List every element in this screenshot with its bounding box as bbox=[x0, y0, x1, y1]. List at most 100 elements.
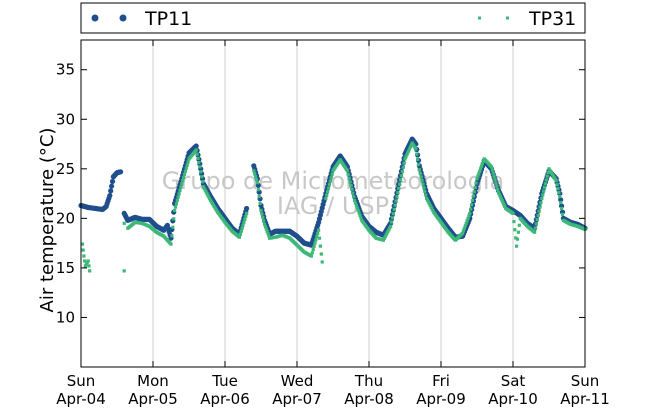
data-point-tp31 bbox=[122, 221, 126, 225]
x-tick-label-date: Apr-04 bbox=[56, 390, 106, 408]
data-point-tp31 bbox=[172, 217, 176, 221]
legend-marker-tp31 bbox=[506, 16, 509, 20]
data-point-tp31 bbox=[201, 185, 205, 189]
data-point-tp31 bbox=[169, 242, 173, 246]
data-point-tp31 bbox=[346, 172, 350, 177]
data-point-tp31 bbox=[383, 235, 387, 239]
data-point-tp31 bbox=[182, 172, 187, 176]
data-point-tp31 bbox=[318, 244, 322, 248]
data-point-tp11 bbox=[109, 178, 116, 185]
data-point-tp31 bbox=[428, 203, 432, 208]
data-point-tp31 bbox=[176, 195, 180, 199]
data-point-tp31 bbox=[540, 196, 544, 201]
data-point-tp31 bbox=[497, 192, 502, 197]
data-point-tp31 bbox=[557, 191, 561, 195]
data-point-tp31 bbox=[424, 193, 428, 197]
legend-box bbox=[80, 2, 586, 34]
data-point-tp31 bbox=[420, 178, 424, 183]
data-point-tp31 bbox=[266, 231, 270, 236]
data-point-tp31 bbox=[398, 182, 402, 186]
data-point-tp31 bbox=[407, 147, 412, 151]
data-point-tp31 bbox=[517, 223, 521, 227]
data-point-tp31 bbox=[315, 235, 319, 239]
data-point-tp31 bbox=[481, 159, 485, 163]
data-point-tp31 bbox=[429, 205, 433, 209]
data-point-tp11 bbox=[118, 169, 124, 175]
data-point-tp31 bbox=[329, 176, 333, 180]
data-point-tp31 bbox=[87, 264, 91, 268]
data-point-tp31 bbox=[496, 187, 500, 191]
data-point-tp31 bbox=[349, 184, 353, 188]
data-point-tp31 bbox=[479, 167, 483, 171]
data-point-tp31 bbox=[181, 178, 185, 183]
data-point-tp31 bbox=[252, 169, 256, 173]
data-point-tp31 bbox=[493, 178, 497, 182]
data-point-tp11 bbox=[244, 205, 250, 212]
data-point-tp11 bbox=[109, 183, 115, 189]
data-point-tp31 bbox=[490, 168, 494, 172]
data-point-tp31 bbox=[237, 235, 241, 239]
data-point-tp31 bbox=[394, 199, 398, 203]
x-axis-ticks: SunApr-04MonApr-05TueApr-06WedApr-07ThuA… bbox=[56, 40, 610, 408]
data-point-tp31 bbox=[317, 236, 322, 240]
data-point-tp31 bbox=[267, 234, 271, 238]
data-point-tp31 bbox=[184, 166, 188, 170]
data-point-tp31 bbox=[238, 232, 242, 236]
data-point-tp31 bbox=[480, 162, 484, 166]
data-point-tp31 bbox=[200, 180, 205, 184]
data-point-tp31 bbox=[474, 181, 478, 185]
data-point-tp31 bbox=[401, 165, 405, 169]
data-point-tp31 bbox=[325, 193, 329, 197]
data-point-tp31 bbox=[408, 145, 412, 149]
data-point-tp31 bbox=[515, 237, 520, 241]
x-tick-label-date: Apr-05 bbox=[128, 390, 178, 408]
data-point-tp31 bbox=[245, 211, 249, 216]
data-point-tp31 bbox=[544, 178, 548, 182]
data-point-tp31 bbox=[512, 219, 516, 224]
data-point-tp31 bbox=[425, 196, 429, 201]
data-point-tp31 bbox=[416, 157, 420, 162]
data-point-tp31 bbox=[327, 183, 331, 187]
data-point-tp31 bbox=[257, 194, 261, 199]
data-point-tp31 bbox=[347, 176, 351, 180]
y-tick-label: 20 bbox=[56, 209, 75, 227]
data-point-tp31 bbox=[503, 204, 507, 209]
data-point-tp31 bbox=[260, 212, 264, 216]
data-point-tp31 bbox=[461, 231, 465, 235]
data-point-tp31 bbox=[386, 229, 390, 234]
data-point-tp31 bbox=[405, 153, 409, 157]
data-point-tp31 bbox=[83, 264, 87, 268]
data-point-tp31 bbox=[88, 269, 92, 273]
data-point-tp31 bbox=[545, 174, 549, 178]
x-tick-label-date: Apr-09 bbox=[416, 390, 466, 408]
data-point-tp31 bbox=[359, 216, 363, 220]
data-point-tp31 bbox=[358, 213, 362, 217]
data-point-tp31 bbox=[541, 193, 545, 197]
y-tick-label: 30 bbox=[56, 110, 75, 128]
data-point-tp31 bbox=[258, 201, 262, 206]
data-point-tp31 bbox=[122, 269, 126, 273]
data-point-tp11 bbox=[107, 192, 113, 199]
data-point-tp31 bbox=[515, 244, 519, 248]
data-points bbox=[78, 136, 588, 273]
data-point-tp31 bbox=[196, 156, 200, 161]
plot-frame bbox=[80, 39, 586, 368]
data-point-tp31 bbox=[239, 229, 243, 233]
data-point-tp31 bbox=[180, 182, 184, 186]
data-point-tp31 bbox=[198, 165, 202, 169]
data-point-tp31 bbox=[312, 244, 316, 248]
x-tick-label-day: Sun bbox=[571, 372, 600, 390]
data-point-tp31 bbox=[395, 195, 399, 199]
data-point-tp31 bbox=[85, 261, 89, 265]
data-point-tp31 bbox=[206, 193, 210, 197]
data-point-tp31 bbox=[465, 219, 469, 223]
data-point-tp31 bbox=[353, 198, 357, 203]
data-point-tp31 bbox=[538, 205, 542, 209]
data-point-tp31 bbox=[543, 182, 547, 186]
data-point-tp31 bbox=[195, 152, 199, 156]
data-point-tp31 bbox=[261, 215, 265, 219]
data-point-tp31 bbox=[177, 192, 181, 196]
data-point-tp31 bbox=[357, 211, 361, 215]
y-tick-label: 25 bbox=[56, 160, 75, 178]
